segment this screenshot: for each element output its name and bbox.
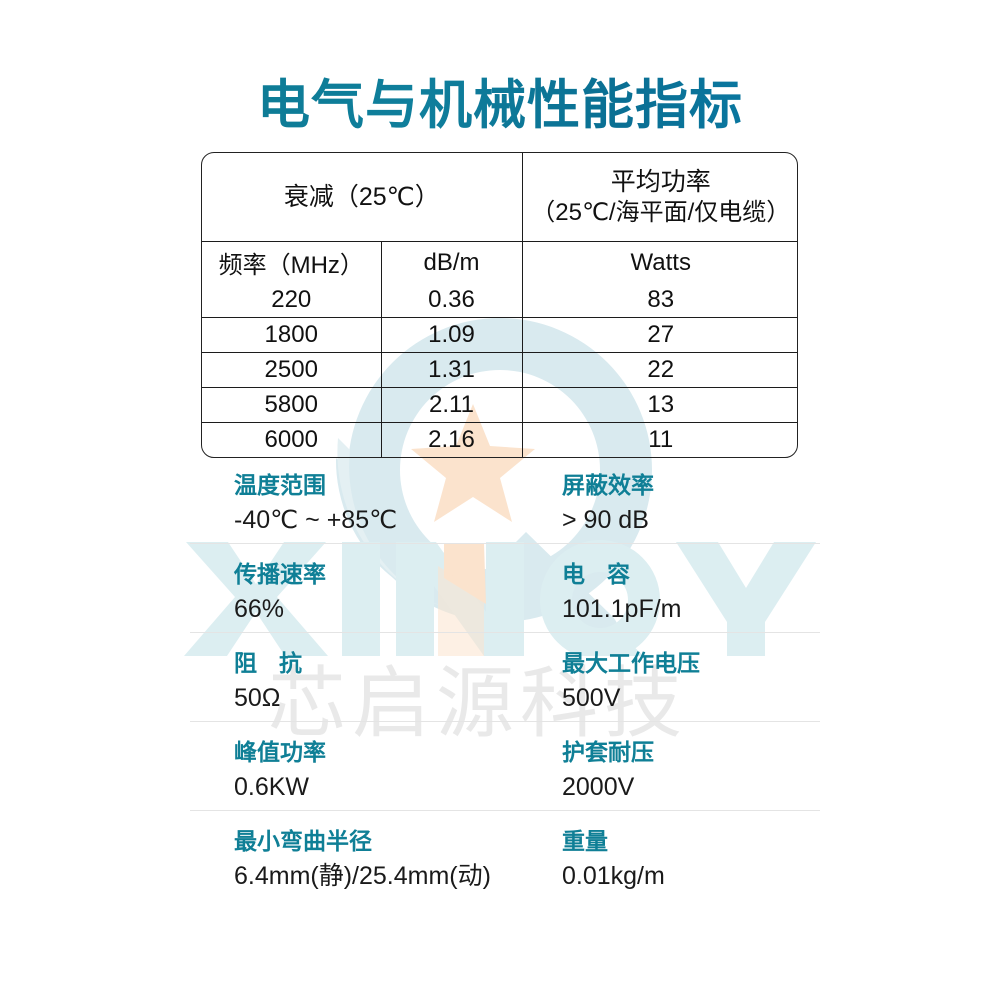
group-header-title: 衰减（25℃）: [283, 183, 440, 211]
spec-value: > 90 dB: [562, 506, 649, 535]
spec-item-min-bend-radius: 最小弯曲半径 6.4mm(静)/25.4mm(动): [190, 811, 544, 900]
group-header-subtitle: （25℃/海平面/仅电缆）: [531, 198, 791, 226]
page-title: 电气与机械性能指标: [0, 74, 1000, 138]
cell-frequency: 1800: [202, 317, 382, 353]
cell-watts: 22: [521, 352, 797, 388]
spec-row: 峰值功率 0.6KW 护套耐压 2000V: [190, 722, 820, 811]
spec-item-peak-power: 峰值功率 0.6KW: [190, 722, 544, 810]
cell-watts: 13: [521, 387, 797, 423]
spec-label: 阻抗: [234, 650, 324, 676]
column-header-watts: Watts: [521, 241, 797, 283]
table-row: 5800 2.11 13: [202, 387, 797, 423]
cell-watts: 83: [521, 283, 797, 318]
spec-row: 温度范围 -40℃ ~ +85℃ 屏蔽效率 > 90 dB: [190, 455, 820, 544]
spec-label: 重量: [562, 828, 608, 854]
spec-row: 阻抗 50Ω 最大工作电压 500V: [190, 633, 820, 722]
spec-value: 0.01kg/m: [562, 862, 665, 891]
cell-watts: 11: [521, 422, 797, 457]
spec-value: 6.4mm(静)/25.4mm(动): [234, 862, 491, 891]
attenuation-power-table: 衰减（25℃） 平均功率 （25℃/海平面/仅电缆） 频率（MHz） dB/m …: [201, 152, 798, 458]
cell-attenuation: 2.11: [380, 387, 523, 423]
spec-value: 2000V: [562, 773, 635, 802]
table-group-header-row: 衰减（25℃） 平均功率 （25℃/海平面/仅电缆）: [202, 153, 797, 242]
spec-label: 电容: [562, 561, 652, 587]
cell-attenuation: 0.36: [380, 283, 523, 318]
spec-label: 最小弯曲半径: [234, 828, 372, 854]
spec-label: 传播速率: [234, 561, 326, 587]
spec-label: 屏蔽效率: [562, 472, 654, 498]
cell-frequency: 5800: [202, 387, 382, 423]
spec-item-capacitance: 电容 101.1pF/m: [544, 544, 820, 632]
cell-watts: 27: [521, 317, 797, 353]
specification-list: 温度范围 -40℃ ~ +85℃ 屏蔽效率 > 90 dB 传播速率 66% 电…: [190, 455, 820, 900]
column-header-frequency: 频率（MHz）: [202, 241, 382, 283]
spec-value: 500V: [562, 684, 621, 713]
table-group-header-average-power: 平均功率 （25℃/海平面/仅电缆）: [521, 153, 797, 242]
cell-frequency: 2500: [202, 352, 382, 388]
table-unit-header-row: 频率（MHz） dB/m Watts: [202, 241, 797, 283]
spec-item-impedance: 阻抗 50Ω: [190, 633, 544, 721]
cell-frequency: 220: [202, 283, 382, 318]
cell-attenuation: 2.16: [380, 422, 523, 457]
table-row: 220 0.36 83: [202, 283, 797, 318]
cell-attenuation: 1.31: [380, 352, 523, 388]
spec-value: 50Ω: [234, 684, 281, 713]
spec-label: 护套耐压: [562, 739, 654, 765]
table-row: 2500 1.31 22: [202, 352, 797, 388]
spec-row: 最小弯曲半径 6.4mm(静)/25.4mm(动) 重量 0.01kg/m: [190, 811, 820, 900]
spec-value: 101.1pF/m: [562, 595, 682, 624]
table-row: 6000 2.16 11: [202, 422, 797, 457]
spec-value: 0.6KW: [234, 773, 310, 802]
spec-item-jacket-withstand-voltage: 护套耐压 2000V: [544, 722, 820, 810]
spec-value: 66%: [234, 595, 285, 624]
spec-item-weight: 重量 0.01kg/m: [544, 811, 820, 900]
table-group-header-attenuation: 衰减（25℃）: [202, 153, 523, 242]
cell-attenuation: 1.09: [380, 317, 523, 353]
spec-item-shielding-effectiveness: 屏蔽效率 > 90 dB: [544, 455, 820, 543]
spec-label: 峰值功率: [234, 739, 326, 765]
cell-frequency: 6000: [202, 422, 382, 457]
spec-row: 传播速率 66% 电容 101.1pF/m: [190, 544, 820, 633]
spec-value: -40℃ ~ +85℃: [234, 506, 398, 535]
group-header-title: 平均功率: [610, 167, 711, 196]
spec-label: 温度范围: [234, 472, 326, 498]
spec-item-max-operating-voltage: 最大工作电压 500V: [544, 633, 820, 721]
spec-item-temperature-range: 温度范围 -40℃ ~ +85℃: [190, 455, 544, 543]
column-header-attenuation: dB/m: [380, 241, 523, 283]
spec-item-velocity-of-propagation: 传播速率 66%: [190, 544, 544, 632]
spec-label: 最大工作电压: [562, 650, 700, 676]
table-row: 1800 1.09 27: [202, 317, 797, 353]
